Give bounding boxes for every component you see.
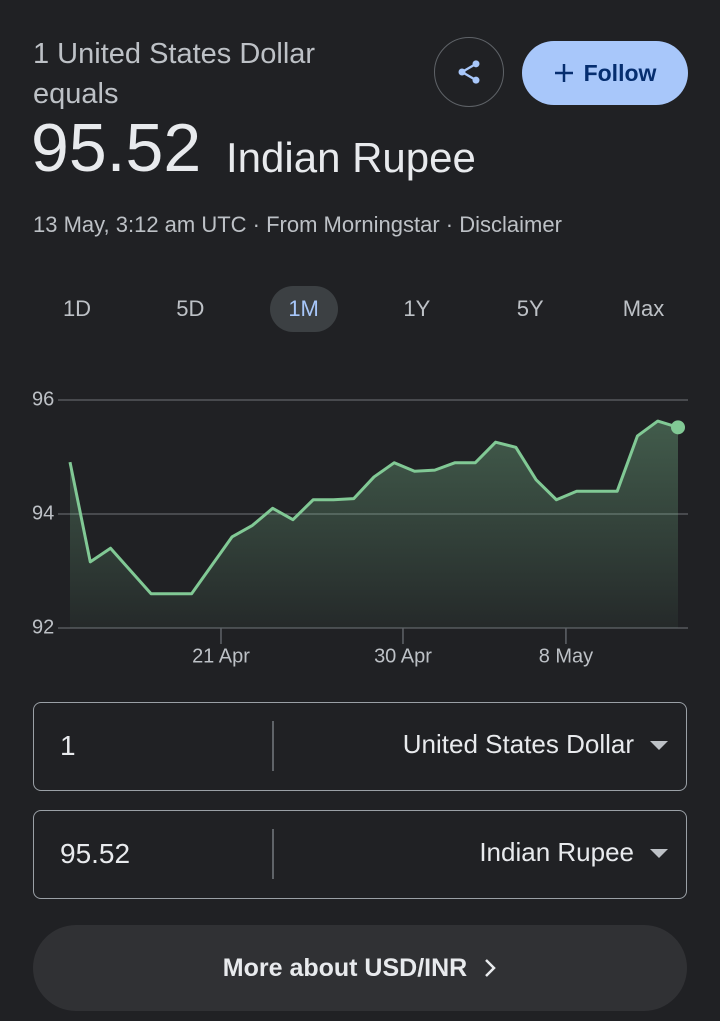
separator [272, 829, 274, 879]
range-tab[interactable]: 1D [62, 296, 92, 321]
prefix: 1 United States Dollar equals [33, 38, 316, 110]
currency: Indian Rupee [226, 134, 476, 181]
currency-select[interactable]: Indian Rupee [479, 837, 634, 867]
range-tab[interactable]: 5D [176, 296, 205, 321]
amount[interactable]: 95.52 [60, 838, 131, 869]
area [70, 421, 678, 628]
plus-icon [554, 64, 573, 82]
follow-button[interactable]: Follow [522, 41, 688, 105]
more-button[interactable]: More about USD/INR [33, 925, 687, 1011]
share-button[interactable] [434, 37, 504, 107]
currency-select[interactable]: United States Dollar [402, 729, 634, 759]
follow-label: Follow [583, 59, 657, 86]
range-tab[interactable]: 1M [269, 286, 338, 332]
more-label: More about USD/INR [222, 953, 468, 982]
range-tab[interactable]: Max [622, 296, 665, 321]
dropdown-caret [650, 849, 668, 858]
chevron [485, 959, 496, 977]
meta: 13 May, 3:12 am UTC · From Morningstar ·… [33, 212, 562, 237]
converter-field: 95.52 Indian Rupee [33, 810, 687, 899]
range-tab[interactable]: 1Y [403, 296, 431, 321]
line [68, 419, 679, 596]
dropdown-caret [650, 741, 668, 750]
chart: 92 94 96 21 Apr 30 Apr 8 May [32, 388, 688, 667]
amount[interactable]: 1 [60, 730, 76, 761]
range-tab[interactable]: 5Y [516, 296, 544, 321]
rate: 95.52 [31, 110, 202, 186]
share-icon [458, 60, 480, 84]
y-tick-label: 94 [32, 502, 54, 524]
x-tick-label: 21 Apr [192, 645, 250, 667]
converter-field: 1 United States Dollar [33, 702, 687, 791]
separator [272, 721, 274, 771]
y-tick-label: 96 [32, 388, 54, 410]
x-tick-label: 8 May [539, 645, 593, 667]
x-tick-label: 30 Apr [374, 645, 432, 667]
y-tick-label: 92 [32, 616, 54, 638]
last-point [671, 420, 685, 435]
